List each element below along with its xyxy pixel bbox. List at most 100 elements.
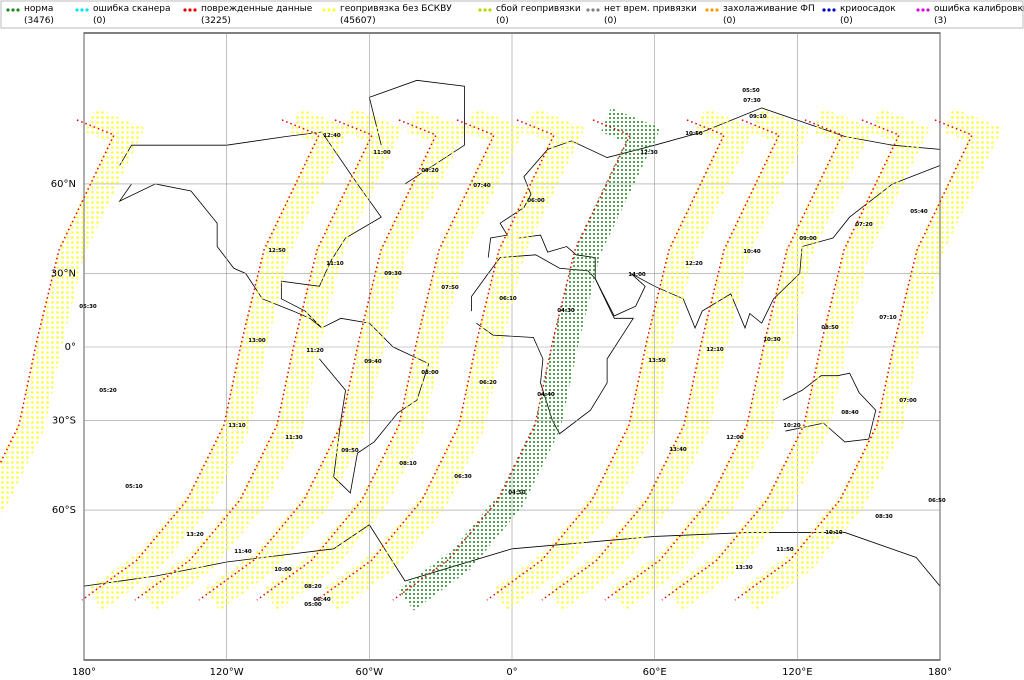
time-label: 06:50 [928, 498, 946, 504]
swath [140, 107, 403, 611]
time-label: 12:10 [706, 347, 724, 353]
legend-marker [488, 8, 492, 12]
time-label: 09:40 [364, 359, 382, 365]
time-label: 13:50 [648, 358, 666, 364]
legend-count: (3225) [201, 16, 231, 26]
legend-marker [322, 8, 326, 12]
time-label: 08:50 [821, 325, 839, 331]
time-label: 13:40 [669, 447, 687, 453]
swath-edge [392, 119, 632, 601]
legend-count: (0) [723, 16, 736, 26]
legend-marker [710, 8, 714, 12]
legend-marker [586, 8, 590, 12]
legend-count: (0) [840, 16, 853, 26]
time-label: 10:10 [825, 530, 843, 536]
y-tick-label: 60°N [51, 179, 76, 190]
swath-edge [316, 119, 556, 601]
swath [262, 107, 525, 611]
y-tick-label: 60°S [52, 505, 76, 516]
legend-count: (0) [604, 16, 617, 26]
legend-marker [832, 8, 836, 12]
legend-marker [193, 8, 197, 12]
time-label: 12:30 [640, 150, 658, 156]
time-label: 09:30 [384, 271, 402, 277]
time-label: 11:30 [285, 435, 303, 441]
legend-name: криоосадок [840, 4, 896, 14]
x-tick-label: 120°W [210, 667, 244, 678]
time-label: 11:20 [306, 348, 324, 354]
legend-name: сбой геопривязки [496, 4, 581, 14]
swath-edge [734, 119, 974, 601]
time-label: 12:00 [726, 435, 744, 441]
time-label: 12:40 [323, 133, 341, 139]
time-label: 05:30 [79, 304, 97, 310]
time-label: 13:00 [248, 338, 266, 344]
legend-marker [75, 8, 79, 12]
swath [740, 107, 1003, 611]
time-label: 08:10 [399, 461, 417, 467]
legend-count: (3476) [24, 16, 54, 26]
swath-edge [134, 119, 374, 601]
time-label: 10:50 [685, 131, 703, 137]
time-label: 05:00 [304, 602, 322, 608]
swath-edge [486, 119, 726, 601]
legend-marker [483, 8, 487, 12]
time-label: 06:00 [527, 198, 545, 204]
legend-marker [822, 8, 826, 12]
legend-count: (45607) [340, 16, 376, 26]
time-label: 09:20 [421, 168, 439, 174]
x-tick-label: 120°E [782, 667, 812, 678]
legend-marker [926, 8, 930, 12]
time-label: 11:40 [234, 549, 252, 555]
swath-edge [661, 119, 901, 601]
x-tick-label: 60°E [643, 667, 667, 678]
swath [87, 107, 350, 611]
time-label: 06:20 [479, 380, 497, 386]
coastline [118, 131, 382, 329]
time-label: 12:50 [268, 248, 286, 254]
legend-name: геопривязка без БСКВУ [340, 4, 452, 14]
legend-marker [705, 8, 709, 12]
legend-count: (3) [934, 16, 947, 26]
time-label: 13:20 [186, 532, 204, 538]
swath [0, 107, 145, 515]
legend-marker [6, 8, 10, 12]
legend-marker [188, 8, 192, 12]
swath [492, 107, 755, 611]
y-tick-label: 30°S [52, 416, 76, 427]
time-label: 08:30 [875, 514, 893, 520]
swath [204, 107, 467, 611]
time-label: 07:20 [855, 222, 873, 228]
time-label: 05:50 [742, 88, 760, 94]
x-tick-label: 180° [72, 667, 96, 678]
time-label: 05:10 [125, 484, 143, 490]
legend: норма (3476) ошибка сканера (0) поврежденные… [6, 4, 1024, 26]
time-label: 13:30 [735, 565, 753, 571]
x-tick-label: 0° [506, 667, 517, 678]
time-label: 05:40 [910, 209, 928, 215]
time-label: 09:00 [799, 236, 817, 242]
time-label: 08:20 [304, 584, 322, 590]
time-label: 07:30 [743, 98, 761, 104]
time-label: 07:10 [879, 315, 897, 321]
swath [547, 107, 810, 611]
time-label: 09:50 [341, 448, 359, 454]
time-label: 07:50 [441, 285, 459, 291]
swath-edge [198, 119, 438, 601]
time-label: 10:20 [783, 423, 801, 429]
swaths [0, 107, 1003, 611]
legend-name: нет врем. привязки [604, 4, 697, 14]
legend-marker [715, 8, 719, 12]
legend-marker [80, 8, 84, 12]
swath-edge [81, 119, 321, 601]
legend-marker [332, 8, 336, 12]
swath [667, 107, 930, 611]
legend-marker [591, 8, 595, 12]
time-label: 05:20 [99, 388, 117, 394]
time-label: 04:30 [557, 308, 575, 314]
legend-marker [827, 8, 831, 12]
legend-name: ошибка калибровки [934, 4, 1024, 14]
legend-box [0, 0, 1024, 29]
